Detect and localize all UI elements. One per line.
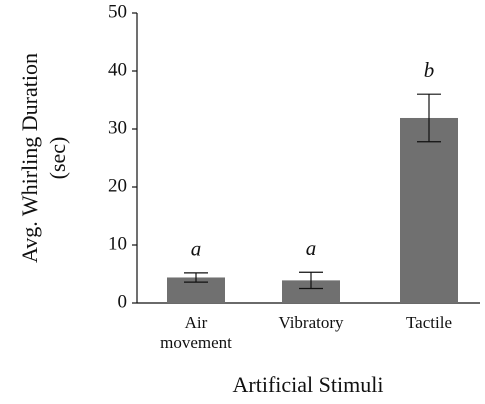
y-tick-label: 20 — [108, 175, 127, 196]
y-tick-label: 40 — [108, 59, 127, 80]
y-tick-label: 30 — [108, 117, 127, 138]
x-tick-label: Air movement — [160, 313, 232, 352]
annotation: a — [191, 237, 202, 261]
annotation: a — [306, 236, 317, 260]
y-tick-label: 0 — [118, 291, 128, 312]
x-tick-label: Vibratory — [278, 313, 344, 332]
bar — [282, 280, 340, 303]
y-axis-label: Avg. Whirling Duration (sec) — [17, 53, 70, 263]
annotation: b — [424, 58, 435, 82]
y-tick-label: 10 — [108, 233, 127, 254]
x-tick-label: Tactile — [406, 313, 452, 332]
x-axis-label: Artificial Stimuli — [233, 372, 384, 397]
y-tick-label: 50 — [108, 1, 127, 22]
bar — [400, 117, 458, 303]
